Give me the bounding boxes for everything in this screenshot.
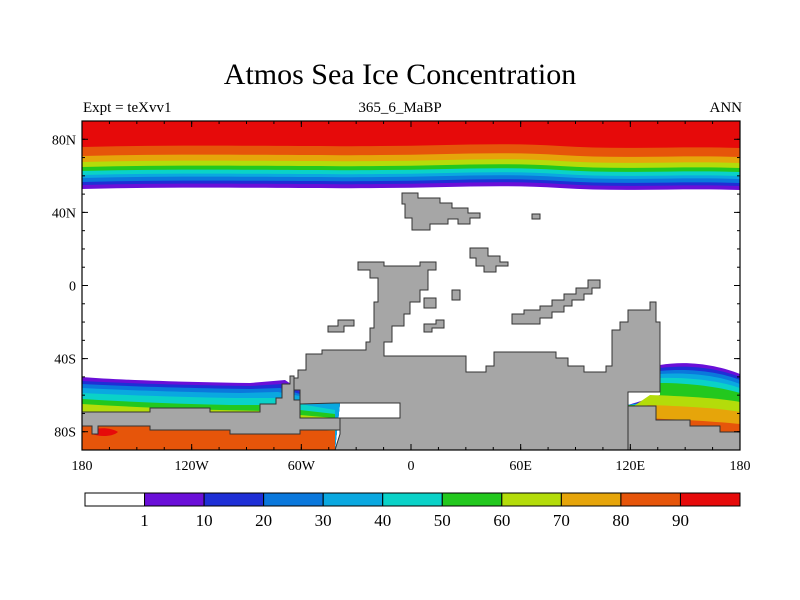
colorbar-swatch	[679, 492, 741, 507]
period-label: 365_6_MaBP	[358, 100, 442, 116]
land-islands-c	[423, 297, 437, 309]
colorbar-swatch	[382, 492, 443, 507]
colorbar-label: 20	[255, 511, 272, 530]
colorbar-swatch	[560, 492, 622, 507]
colorbar-swatch	[144, 492, 205, 507]
land-antarctic-west	[82, 375, 341, 435]
season-label: ANN	[709, 100, 743, 116]
colorbar: 1 10 20 30 40 50 60 70 80 90	[84, 492, 741, 530]
x-tick-label: 180	[72, 459, 93, 474]
y-tick-label: 80N	[52, 133, 76, 148]
land-islands-e	[451, 289, 461, 301]
land-north-asia	[401, 192, 481, 231]
land-small-island	[531, 213, 541, 220]
colorbar-label: 80	[612, 511, 629, 530]
x-tick-label: 60E	[509, 459, 532, 474]
colorbar-label: 90	[672, 511, 689, 530]
y-tick-label: 0	[69, 280, 76, 295]
experiment-label: Expt = teXvv1	[83, 100, 172, 116]
colorbar-label: 40	[374, 511, 391, 530]
x-tick-label: 120E	[616, 459, 646, 474]
colorbar-label: 70	[553, 511, 570, 530]
y-tick-label: 40S	[54, 353, 76, 368]
land-west-small-1	[327, 319, 355, 333]
land-islands-b	[469, 247, 509, 273]
land-antarctic-east	[627, 405, 740, 450]
colorbar-label: 1	[140, 511, 149, 530]
colorbar-swatch	[263, 492, 324, 507]
x-tick-label: 60W	[288, 459, 316, 474]
colorbar-swatch	[441, 492, 503, 507]
colorbar-label: 60	[493, 511, 510, 530]
land-islands-d	[423, 319, 445, 333]
arctic-band-90	[82, 121, 740, 148]
colorbar-label: 50	[434, 511, 451, 530]
colorbar-swatch	[84, 492, 146, 507]
land-masses	[82, 192, 740, 450]
land-diagonal	[511, 279, 601, 325]
x-tick-label: 120W	[175, 459, 210, 474]
colorbar-swatch	[322, 492, 384, 507]
colorbar-label: 30	[315, 511, 332, 530]
colorbar-swatch	[620, 492, 681, 507]
colorbar-label: 10	[196, 511, 213, 530]
colorbar-swatch	[501, 492, 562, 507]
x-tick-label: 0	[408, 459, 415, 474]
x-tick-label: 180	[730, 459, 751, 474]
land-central	[291, 261, 661, 450]
y-tick-label: 40N	[52, 206, 76, 221]
map-axes: 180 120W 60W 0 60E 120E 180 80N 40N 0 40S 80S	[52, 120, 751, 474]
colorbar-swatch	[203, 492, 265, 507]
map-field	[82, 121, 740, 450]
y-tick-label: 80S	[54, 426, 76, 441]
plot-title: Atmos Sea Ice Concentration	[223, 58, 577, 91]
